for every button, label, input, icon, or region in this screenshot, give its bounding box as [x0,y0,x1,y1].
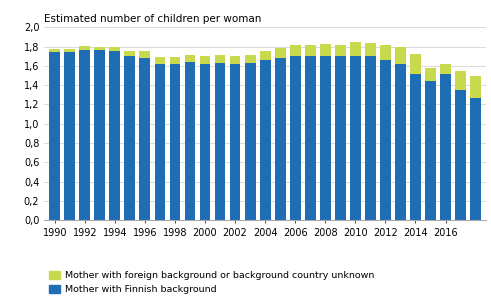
Bar [230,56,241,64]
Bar [94,47,105,50]
Bar [470,98,481,220]
Bar [365,43,376,56]
Bar [470,76,481,98]
Bar [350,56,361,220]
Bar [245,55,255,63]
Bar [425,81,436,220]
Bar [320,56,330,220]
Bar [80,50,90,220]
Bar [124,51,136,56]
Bar [335,45,346,56]
Bar [200,64,211,220]
Bar [109,47,120,51]
Bar [169,57,180,64]
Bar [290,45,300,56]
Bar [109,51,120,220]
Bar [64,52,75,220]
Bar [200,56,211,64]
Bar [410,54,421,74]
Bar [395,47,406,64]
Bar [155,64,165,220]
Bar [305,56,316,220]
Bar [169,64,180,220]
Bar [275,48,286,58]
Bar [124,56,136,220]
Bar [230,64,241,220]
Bar [380,60,391,220]
Bar [455,90,466,220]
Bar [185,62,195,220]
Bar [49,50,60,52]
Bar [455,71,466,90]
Bar [350,42,361,56]
Bar [215,63,225,220]
Bar [80,46,90,50]
Bar [410,74,421,220]
Bar [245,63,255,220]
Bar [425,68,436,81]
Bar [320,43,330,56]
Bar [49,52,60,220]
Bar [335,56,346,220]
Bar [260,51,271,60]
Bar [185,55,195,62]
Bar [155,57,165,64]
Bar [290,56,300,220]
Bar [275,58,286,220]
Text: Estimated number of children per woman: Estimated number of children per woman [44,14,262,24]
Bar [139,58,150,220]
Bar [440,74,451,220]
Bar [94,50,105,220]
Bar [380,45,391,60]
Bar [365,56,376,220]
Bar [139,51,150,58]
Bar [215,55,225,63]
Legend: Mother with foreign background or background country unknown, Mother with Finnis: Mother with foreign background or backgr… [49,271,374,294]
Bar [260,60,271,220]
Bar [305,45,316,56]
Bar [64,50,75,52]
Bar [440,64,451,74]
Bar [395,64,406,220]
